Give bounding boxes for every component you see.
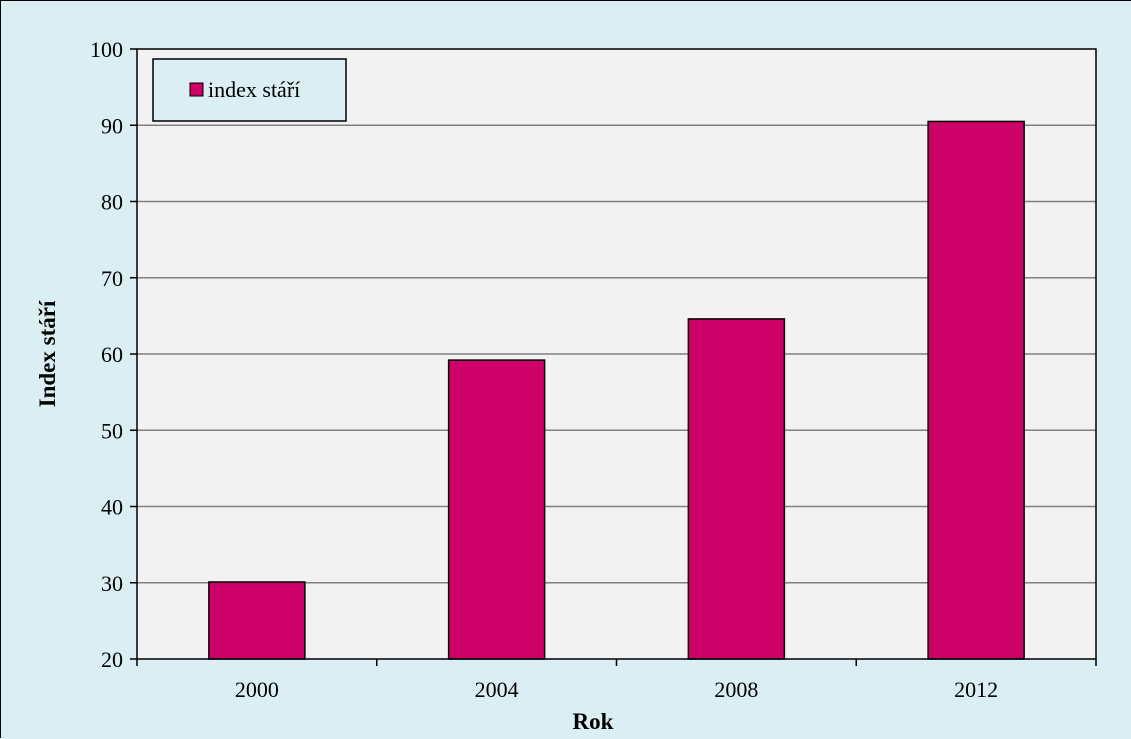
y-tick-label: 30 (101, 571, 123, 596)
y-tick-label: 70 (101, 266, 123, 291)
legend: index stáří (152, 58, 347, 122)
y-tick-label: 40 (101, 495, 123, 520)
bar-2004 (447, 359, 546, 660)
x-axis-title: Rok (573, 709, 614, 734)
bar-2008 (687, 318, 786, 660)
x-tick-label: 2000 (235, 677, 279, 702)
y-tick-label: 50 (101, 418, 123, 443)
bar-2012 (927, 120, 1025, 660)
x-tick-label: 2008 (714, 677, 758, 702)
legend-label: index stáří (208, 77, 300, 102)
y-tick-label: 60 (101, 342, 123, 367)
x-tick-label: 2004 (475, 677, 519, 702)
bar-2000 (208, 581, 306, 660)
x-axis-ticks: 2000 2004 2008 2012 (136, 659, 1097, 702)
y-tick-label: 90 (101, 113, 123, 138)
legend-box (152, 58, 347, 122)
bars (208, 120, 1025, 660)
y-axis-ticks: 20 30 40 50 60 70 80 90 100 (90, 37, 137, 672)
y-tick-label: 20 (101, 647, 123, 672)
legend-swatch (189, 82, 204, 97)
y-tick-label: 100 (90, 37, 123, 62)
y-axis-title: Index stáří (35, 300, 60, 407)
y-tick-label: 80 (101, 190, 123, 215)
x-tick-label: 2012 (954, 677, 998, 702)
